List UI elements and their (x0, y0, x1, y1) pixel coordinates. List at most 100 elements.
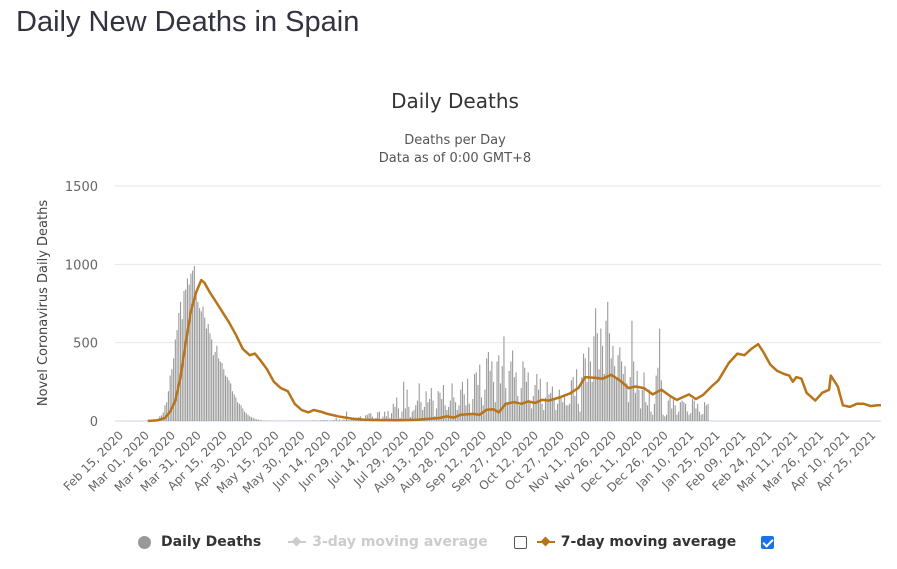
bar-daily-deaths (326, 420, 329, 421)
bar-daily-deaths (582, 353, 585, 421)
bar-daily-deaths (441, 399, 443, 421)
bar-daily-deaths (608, 333, 611, 421)
bar-daily-deaths (195, 295, 197, 421)
bar-daily-deaths (401, 411, 403, 421)
bar-daily-deaths (392, 403, 394, 421)
bar-daily-deaths (411, 411, 413, 421)
bar-daily-deaths (641, 389, 643, 421)
bar-daily-deaths (657, 367, 659, 421)
bar-daily-deaths (660, 380, 662, 421)
legend-7day-average[interactable]: 7-day moving average (536, 534, 736, 550)
bar-daily-deaths (662, 414, 664, 421)
chart-legend: Daily Deaths 3-day moving average 7-day … (138, 531, 784, 553)
bar-daily-deaths (489, 370, 491, 421)
bar-daily-deaths (614, 366, 616, 421)
bar-daily-deaths (636, 370, 638, 421)
bar-daily-deaths (230, 383, 232, 421)
bar-daily-deaths (451, 383, 453, 421)
bar-daily-deaths (349, 420, 351, 421)
bar-daily-deaths (228, 380, 230, 421)
bar-daily-deaths (404, 408, 406, 421)
bar-daily-deaths (179, 301, 182, 421)
bar-daily-deaths (252, 417, 254, 421)
bar-daily-deaths (197, 301, 199, 421)
bar-daily-deaths (493, 381, 495, 421)
bar-daily-deaths (347, 420, 349, 421)
bar-daily-deaths (681, 400, 683, 421)
bar-daily-deaths (679, 402, 681, 421)
bar-daily-deaths (427, 402, 429, 421)
bar-daily-deaths (202, 306, 204, 421)
bar-daily-deaths (444, 405, 446, 421)
legend-3day-average[interactable]: 3-day moving average (288, 534, 488, 550)
bar-daily-deaths (408, 406, 410, 421)
bar-daily-deaths (173, 358, 175, 421)
bar-daily-deaths (430, 388, 432, 421)
bar-daily-deaths (695, 408, 697, 421)
line-diamond-icon (536, 536, 555, 548)
legend-daily-deaths[interactable]: Daily Deaths (138, 534, 261, 550)
bar-daily-deaths (589, 361, 591, 421)
checkbox-3day-average[interactable] (513, 535, 527, 549)
bar-daily-deaths (640, 408, 642, 421)
bar-daily-deaths (193, 265, 195, 421)
bar-daily-deaths (164, 405, 166, 421)
bar-daily-deaths (515, 372, 517, 421)
checkbox-7day-average[interactable] (761, 535, 775, 549)
bar-daily-deaths (382, 416, 384, 421)
bar-daily-deaths (697, 403, 699, 421)
bar-daily-deaths (418, 383, 420, 421)
bar-daily-deaths (532, 395, 534, 421)
bar-daily-deaths (221, 363, 223, 421)
bar-daily-deaths (231, 391, 233, 421)
bar-daily-deaths (499, 383, 502, 421)
bar-daily-deaths (449, 400, 451, 421)
bar-daily-deaths (512, 350, 514, 421)
bar-daily-deaths (219, 361, 221, 421)
bar-daily-deaths (572, 377, 574, 421)
bar-daily-deaths (435, 408, 438, 421)
bar-daily-deaths (652, 414, 654, 421)
bar-daily-deaths (674, 405, 676, 421)
bar-daily-deaths (467, 378, 469, 421)
bar-daily-deaths (320, 420, 322, 421)
bar-daily-deaths (536, 374, 538, 421)
bar-daily-deaths (586, 381, 588, 421)
bar-daily-deaths (475, 372, 477, 421)
bar-daily-deaths (174, 339, 176, 421)
bar-daily-deaths (259, 420, 261, 421)
bar-daily-deaths (422, 410, 424, 421)
bar-daily-deaths (429, 399, 431, 421)
bar-daily-deaths (543, 410, 545, 421)
bar-daily-deaths (199, 308, 201, 421)
bar-daily-deaths (513, 377, 515, 421)
bar-daily-deaths (245, 413, 247, 421)
bar-daily-deaths (551, 386, 553, 421)
bar-daily-deaths (261, 420, 263, 421)
y-tick-label: 1000 (65, 258, 98, 273)
bar-daily-deaths (396, 397, 398, 421)
bar-daily-deaths (468, 403, 470, 421)
bar-daily-deaths (461, 381, 463, 421)
bar-daily-deaths (212, 355, 214, 421)
bar-daily-deaths (342, 419, 344, 421)
bar-daily-deaths (615, 377, 617, 421)
bar-daily-deaths (335, 417, 337, 421)
bar-daily-deaths (598, 369, 600, 421)
bar-daily-deaths (188, 284, 190, 421)
bar-daily-deaths (707, 403, 709, 421)
bar-daily-deaths (704, 402, 706, 421)
y-tick-label: 500 (73, 337, 98, 352)
bar-daily-deaths (460, 389, 462, 421)
bar-daily-deaths (655, 375, 657, 421)
bar-daily-deaths (247, 414, 249, 421)
bar-daily-deaths (458, 405, 460, 421)
bar-daily-deaths (484, 389, 486, 421)
bar-daily-deaths (617, 355, 619, 421)
bar-daily-deaths (683, 402, 685, 421)
bar-daily-deaths (653, 403, 655, 421)
bar-daily-deaths (377, 412, 379, 421)
bar-daily-deaths (638, 389, 640, 421)
bar-daily-deaths (256, 419, 258, 421)
